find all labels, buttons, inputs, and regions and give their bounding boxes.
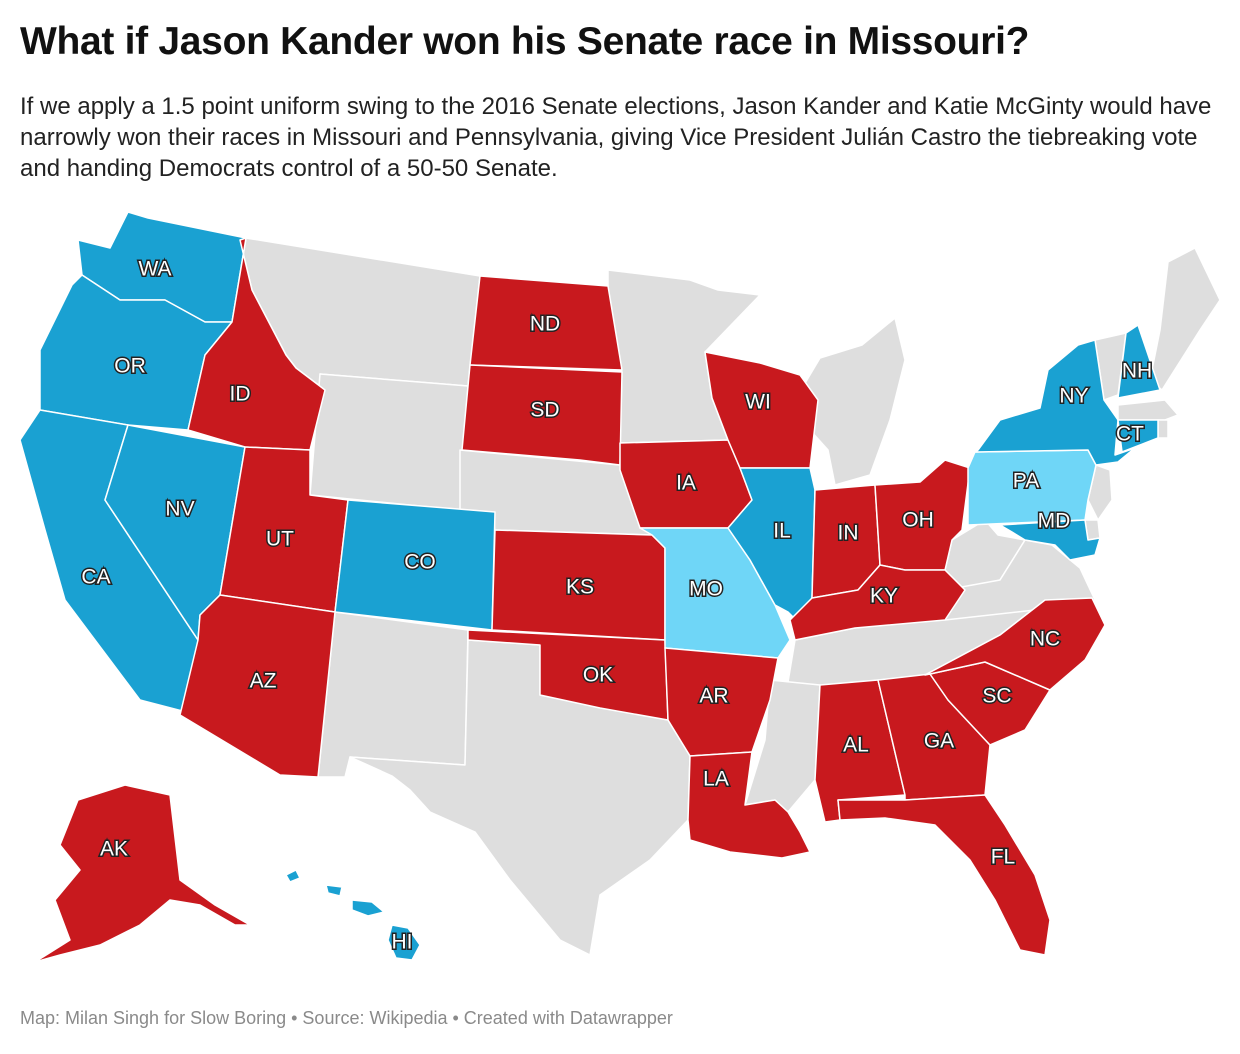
label-md: MD [1038, 510, 1071, 533]
label-ia: IA [676, 472, 696, 495]
label-sd: SD [530, 399, 559, 422]
label-ks: KS [566, 576, 594, 599]
label-mo: MO [689, 578, 723, 601]
label-ky: KY [870, 585, 898, 608]
state-fl[interactable] [837, 794, 1051, 956]
hi-island-bigisland [387, 924, 421, 961]
label-or: OR [114, 355, 146, 378]
state-la[interactable] [687, 751, 811, 859]
state-ky[interactable] [789, 564, 966, 641]
label-al: AL [843, 734, 869, 757]
label-nv: NV [165, 498, 194, 521]
state-wy[interactable] [309, 373, 469, 511]
state-nm[interactable] [317, 611, 469, 778]
state-nc[interactable] [924, 597, 1106, 691]
state-hi[interactable] [285, 869, 421, 961]
label-nc: NC [1030, 628, 1060, 651]
label-sc: SC [982, 685, 1011, 708]
hi-island-kauai [285, 869, 301, 883]
state-ct[interactable] [1117, 419, 1159, 453]
label-la: LA [703, 768, 729, 791]
label-ak: AK [100, 838, 128, 861]
label-ar: AR [699, 685, 728, 708]
map-footer: Map: Milan Singh for Slow Boring • Sourc… [20, 1008, 673, 1028]
label-ca: CA [81, 566, 110, 589]
state-az[interactable] [179, 594, 336, 778]
label-ga: GA [924, 730, 954, 753]
hi-island-oahu [325, 884, 343, 897]
label-ct: CT [1116, 423, 1144, 446]
state-ak[interactable] [34, 784, 251, 963]
label-az: AZ [250, 670, 277, 693]
map-title: What if Jason Kander won his Senate race… [20, 20, 1030, 63]
label-id: ID [230, 383, 251, 406]
label-ok: OK [583, 664, 613, 687]
map-subtitle: If we apply a 1.5 point uniform swing to… [20, 93, 1212, 182]
state-md[interactable] [999, 519, 1101, 561]
label-ut: UT [266, 528, 294, 551]
map-svg: WA OR CA NV ID UT AZ CO ND SD KS OK IA M… [19, 211, 1221, 963]
state-il[interactable] [727, 467, 816, 623]
hi-island-maui [351, 899, 385, 917]
label-oh: OH [902, 509, 934, 532]
state-nh[interactable] [1117, 324, 1161, 399]
label-co: CO [404, 551, 436, 574]
state-id[interactable] [187, 237, 326, 451]
label-ny: NY [1059, 385, 1088, 408]
state-sd[interactable] [461, 364, 623, 466]
label-hi: HI [392, 931, 413, 954]
state-ri[interactable] [1157, 419, 1169, 439]
label-nd: ND [530, 313, 560, 336]
state-me[interactable] [1149, 247, 1221, 391]
label-wi: WI [745, 391, 771, 414]
label-wa: WA [138, 258, 171, 281]
state-nd[interactable] [469, 275, 623, 371]
state-ma[interactable] [1117, 399, 1179, 421]
us-senate-map: WA OR CA NV ID UT AZ CO ND SD KS OK IA M… [0, 205, 1240, 985]
label-nh: NH [1122, 360, 1152, 383]
label-pa: PA [1013, 470, 1039, 493]
label-il: IL [773, 520, 791, 543]
label-in: IN [838, 522, 859, 545]
label-fl: FL [991, 846, 1016, 869]
